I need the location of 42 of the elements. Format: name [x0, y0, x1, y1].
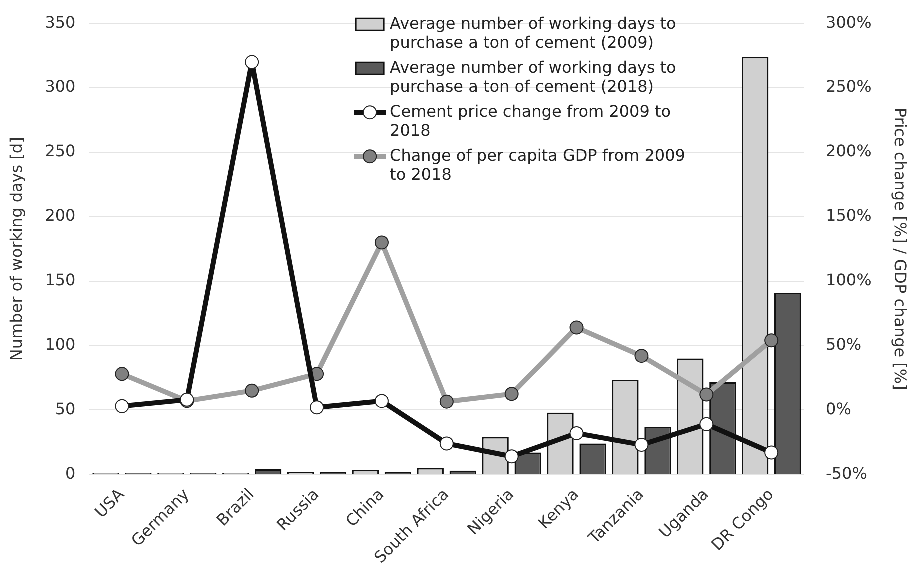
y-tick-label: 150 [45, 270, 76, 290]
y-tick-label: 100 [45, 334, 76, 354]
y-tick-label: 200 [45, 206, 76, 226]
point [115, 399, 130, 414]
y2-tick-label: 200% [826, 142, 872, 161]
point [700, 388, 714, 402]
point [570, 320, 584, 335]
point [634, 438, 649, 452]
y2-tick-label: 0% [826, 399, 852, 418]
y2-axis-title: Price change [%] / GDP change [%] [891, 108, 910, 390]
y-tick-label: 50 [55, 399, 76, 418]
point [764, 334, 779, 348]
point [245, 55, 260, 70]
y2-tick-label: -50% [826, 464, 868, 483]
point [115, 367, 130, 382]
y-tick-label: 300 [45, 77, 76, 96]
y-axis-title: Number of working days [d] [6, 137, 26, 362]
y2-tick-label: 100% [826, 270, 872, 290]
point [634, 349, 649, 364]
y2-tick-label: 150% [826, 206, 872, 226]
point [374, 394, 389, 408]
y2-tick-label: 250% [826, 77, 872, 96]
point [440, 394, 454, 409]
point [245, 384, 260, 398]
y-tick-label: 0 [66, 464, 76, 483]
y2-tick-label: 50% [826, 334, 862, 354]
point [700, 417, 714, 432]
point [764, 446, 779, 460]
legend-label: Cement price change from 2009 to 2018 [390, 102, 672, 140]
y-tick-label: 250 [45, 142, 76, 161]
legend-label: Average number of working days to purchase a ton of cement (2018) [390, 58, 676, 96]
point [374, 236, 389, 250]
point [310, 400, 324, 415]
legend-label: Average number of working days to purchase a ton of cement (2009) [390, 14, 676, 52]
point [440, 436, 454, 451]
y-tick-label: 350 [45, 12, 76, 32]
point [504, 450, 519, 464]
y2-tick-label: 300% [826, 12, 872, 32]
legend-label: Change of per capita GDP from 2009 to 2018 [390, 146, 686, 184]
point [504, 387, 519, 402]
x-tick-label: USA [91, 484, 128, 522]
point [570, 426, 584, 440]
